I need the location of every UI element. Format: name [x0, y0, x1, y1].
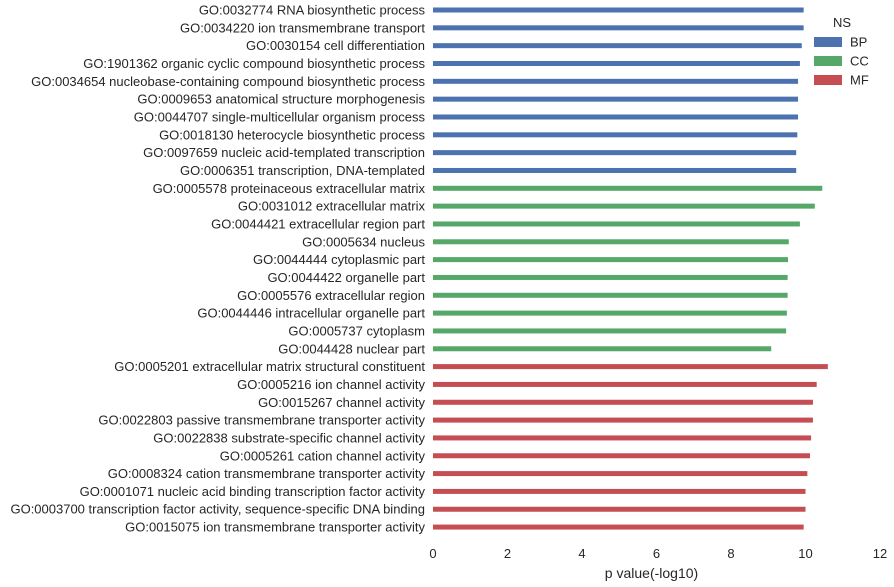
category-label: GO:0097659 nucleic acid-templated transc… — [143, 145, 425, 160]
category-label: GO:0032774 RNA biosynthetic process — [199, 3, 426, 18]
bar-bp — [433, 114, 799, 120]
legend-label-cc: CC — [850, 54, 869, 69]
bar-bp — [433, 7, 804, 13]
x-tick-label: 0 — [429, 546, 436, 561]
x-tick-label: 6 — [653, 546, 660, 561]
category-label: GO:0044446 intracellular organelle part — [197, 306, 425, 321]
category-label: GO:0015075 ion transmembrane transporter… — [125, 520, 425, 535]
bar-cc — [433, 328, 787, 334]
bar-mf — [433, 488, 806, 494]
x-tick-label: 10 — [798, 546, 812, 561]
legend-swatch-mf — [814, 75, 842, 85]
category-label: GO:0030154 cell differentiation — [246, 38, 425, 53]
bars-layer — [433, 7, 828, 530]
category-label: GO:0044421 extracellular region part — [211, 216, 425, 231]
bar-bp — [433, 25, 804, 31]
category-label: GO:0034654 nucleobase-containing compoun… — [31, 74, 425, 89]
category-label: GO:0044444 cytoplasmic part — [253, 252, 425, 267]
bar-cc — [433, 185, 823, 191]
bar-bp — [433, 43, 802, 49]
bar-mf — [433, 524, 804, 530]
category-label: GO:0044428 nuclear part — [278, 341, 425, 356]
bar-mf — [433, 471, 808, 477]
category-label: GO:0001071 nucleic acid binding transcri… — [80, 484, 426, 499]
bar-bp — [433, 78, 799, 84]
x-axis-label: p value(-log10) — [605, 565, 698, 581]
legend-label-bp: BP — [850, 35, 867, 50]
category-label: GO:0009653 anatomical structure morphoge… — [137, 92, 425, 107]
bar-bp — [433, 132, 798, 138]
category-label: GO:0044422 organelle part — [267, 270, 425, 285]
bar-cc — [433, 239, 789, 245]
category-label: GO:0044707 single-multicellular organism… — [134, 109, 426, 124]
category-label: GO:1901362 organic cyclic compound biosy… — [83, 56, 425, 71]
category-label: GO:0005578 proteinaceous extracellular m… — [153, 181, 426, 196]
category-label: GO:0005634 nucleus — [302, 234, 425, 249]
x-tick-label: 12 — [873, 546, 887, 561]
bar-cc — [433, 310, 787, 316]
bar-mf — [433, 381, 817, 387]
category-label: GO:0018130 heterocycle biosynthetic proc… — [159, 127, 425, 142]
category-label: GO:0006351 transcription, DNA-templated — [180, 163, 425, 178]
legend-label-mf: MF — [850, 73, 869, 88]
x-axis: 0 2 4 6 8 10 12 — [429, 546, 887, 561]
legend-swatch-cc — [814, 56, 842, 66]
category-label: GO:0022838 substrate-specific channel ac… — [153, 430, 425, 445]
category-label: GO:0005201 extracellular matrix structur… — [114, 359, 425, 374]
bar-bp — [433, 96, 799, 102]
bar-mf — [433, 364, 828, 370]
bar-mf — [433, 435, 812, 441]
category-label: GO:0031012 extracellular matrix — [238, 199, 426, 214]
category-label: GO:0005576 extracellular region — [237, 288, 425, 303]
category-label: GO:0022803 passive transmembrane transpo… — [98, 413, 425, 428]
legend-swatch-bp — [814, 37, 842, 47]
category-label: GO:0005216 ion channel activity — [237, 377, 425, 392]
category-labels: GO:0032774 RNA biosynthetic process GO:00… — [10, 3, 425, 535]
bar-bp — [433, 167, 797, 173]
category-label: GO:0015267 channel activity — [258, 395, 425, 410]
x-tick-label: 4 — [578, 546, 585, 561]
bar-cc — [433, 274, 788, 280]
x-tick-label: 2 — [504, 546, 511, 561]
bar-mf — [433, 417, 813, 423]
bar-mf — [433, 453, 810, 459]
bar-cc — [433, 257, 788, 263]
category-label: GO:0005261 cation channel activity — [220, 448, 426, 463]
category-label: GO:0005737 cytoplasm — [288, 323, 425, 338]
x-tick-label: 8 — [727, 546, 734, 561]
bar-cc — [433, 292, 788, 298]
bar-bp — [433, 60, 800, 66]
bar-cc — [433, 221, 800, 227]
bar-mf — [433, 506, 806, 512]
bar-mf — [433, 399, 813, 405]
legend: NS BP CC MF — [814, 15, 869, 88]
bar-cc — [433, 203, 815, 209]
bar-bp — [433, 150, 797, 156]
category-label: GO:0034220 ion transmembrane transport — [180, 20, 425, 35]
category-label: GO:0003700 transcription factor activity… — [10, 502, 425, 517]
legend-title: NS — [833, 15, 851, 30]
category-label: GO:0008324 cation transmembrane transpor… — [108, 466, 426, 481]
bar-cc — [433, 346, 772, 352]
